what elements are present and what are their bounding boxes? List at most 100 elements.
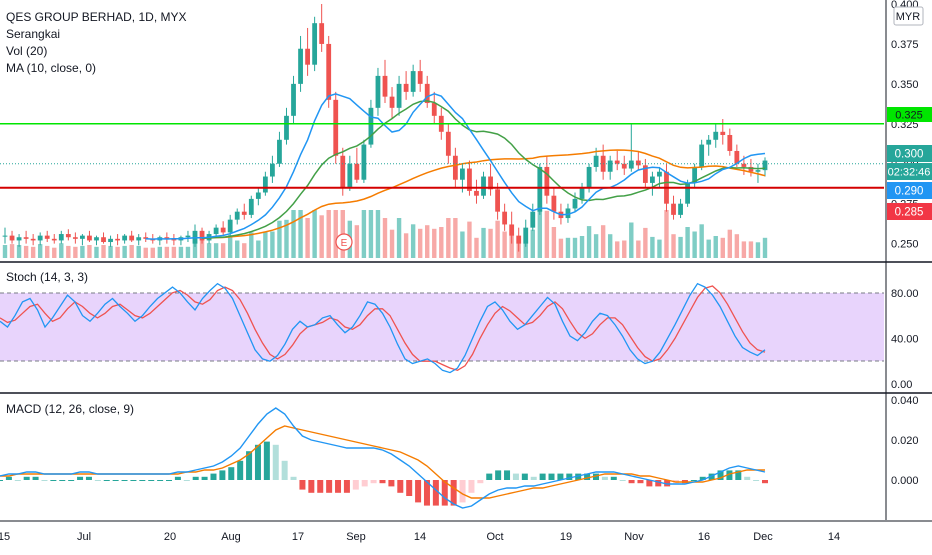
volume-bar xyxy=(629,222,634,258)
macd-hist-bar xyxy=(361,480,368,487)
candle-body xyxy=(319,23,325,44)
volume-bar xyxy=(129,245,134,258)
candle-body xyxy=(614,160,620,164)
macd-axis[interactable]: 0.040 0.020 0.000 xyxy=(891,395,919,487)
candle-body xyxy=(354,163,360,180)
macd-series xyxy=(0,407,768,509)
volume-bar xyxy=(565,237,571,258)
macd-hist-bar xyxy=(717,470,724,480)
volume-bar xyxy=(530,229,535,258)
candle-body xyxy=(762,160,768,171)
candle-body xyxy=(431,103,437,116)
candle-body xyxy=(460,168,465,180)
candle-body xyxy=(685,182,690,204)
macd-hist-bar xyxy=(690,480,697,481)
macd-hist-bar xyxy=(166,480,173,481)
candle-body xyxy=(220,227,226,233)
candle-body xyxy=(122,235,128,241)
volume-bar xyxy=(249,232,254,258)
volume-bar xyxy=(115,246,120,258)
volume-bar xyxy=(650,236,655,258)
stoch-d-line xyxy=(0,285,766,372)
volume-bar xyxy=(298,210,303,258)
volume-bar xyxy=(277,220,282,258)
currency-badge[interactable]: MYR xyxy=(893,6,924,26)
volume-bar xyxy=(488,228,493,258)
time-tick-label: 19 xyxy=(560,531,572,543)
volume-bar xyxy=(558,238,564,258)
volume-bar xyxy=(157,246,163,258)
candle-body xyxy=(509,224,515,236)
candle-body xyxy=(65,234,71,238)
volume-series xyxy=(2,210,768,258)
legend-volume: Vol (20) xyxy=(6,44,47,58)
candle-body xyxy=(58,234,64,241)
macd-hist-bar xyxy=(326,480,333,493)
candle-body xyxy=(727,134,733,151)
macd-hist-bar xyxy=(103,480,110,481)
macd-hist-bar xyxy=(317,480,324,493)
candle-body xyxy=(572,198,578,209)
macd-hist-bar xyxy=(521,473,528,480)
volume-bar xyxy=(389,229,395,258)
macd-hist-bar xyxy=(290,476,297,480)
candle-body xyxy=(375,75,381,108)
candle-body xyxy=(37,235,43,241)
candle-body xyxy=(255,192,261,199)
volume-bar xyxy=(213,243,219,258)
candle-body xyxy=(326,43,332,100)
volume-bar xyxy=(143,247,148,258)
svg-text:0.300: 0.300 xyxy=(895,149,924,161)
volume-bar xyxy=(242,243,247,258)
volume-bar xyxy=(460,231,465,258)
volume-bar xyxy=(220,243,226,258)
candle-body xyxy=(312,23,318,65)
volume-bar xyxy=(417,228,423,258)
volume-bar xyxy=(30,246,36,258)
time-tick-label: 17 xyxy=(292,531,304,543)
macd-hist-bar xyxy=(415,480,422,503)
candle-body xyxy=(389,96,395,108)
volume-bar xyxy=(579,236,585,258)
volume-bar xyxy=(375,210,381,258)
macd-hist-bar xyxy=(486,473,493,480)
legend-symbol: QES GROUP BERHAD, 1D, MYX xyxy=(6,10,187,24)
candle-body xyxy=(199,230,205,241)
volume-bar xyxy=(305,218,310,258)
stoch-axis[interactable]: 80.00 40.00 0.00 xyxy=(891,288,919,391)
stoch-band xyxy=(0,293,884,361)
volume-bar xyxy=(495,220,500,258)
candle-body xyxy=(410,71,416,92)
macd-hist-bar xyxy=(397,480,404,493)
volume-bar xyxy=(699,224,704,258)
candle-body xyxy=(593,155,599,167)
volume-bar xyxy=(474,237,479,258)
earnings-marker[interactable]: E xyxy=(335,233,353,251)
macd-hist-bar xyxy=(210,473,217,480)
macd-hist-bar xyxy=(370,480,377,484)
candle-body xyxy=(452,155,458,180)
price-tick-label: 0.400 xyxy=(891,0,919,11)
candle-body xyxy=(291,83,296,116)
macd-hist-bar xyxy=(32,476,39,480)
volume-bar xyxy=(403,233,409,258)
volume-bar xyxy=(333,210,338,258)
ma-slow-line xyxy=(201,149,766,239)
time-axis[interactable]: 15 Jul 20 Aug 17 Sep 14 Oct 19 Nov 16 Dec 14 xyxy=(0,531,840,543)
volume-bar xyxy=(748,241,754,258)
candle-body xyxy=(741,163,747,167)
volume-bar xyxy=(150,247,155,258)
macd-hist-bar xyxy=(744,476,751,480)
candle-body xyxy=(44,235,50,239)
volume-bar xyxy=(368,210,374,258)
candle-body xyxy=(298,48,303,84)
volume-bar xyxy=(206,243,212,258)
macd-hist-bar xyxy=(112,480,119,481)
volume-bar xyxy=(432,228,437,258)
stoch-tick-label: 80.00 xyxy=(891,288,919,300)
volume-bar xyxy=(108,245,113,258)
time-tick-label: 14 xyxy=(828,531,840,543)
